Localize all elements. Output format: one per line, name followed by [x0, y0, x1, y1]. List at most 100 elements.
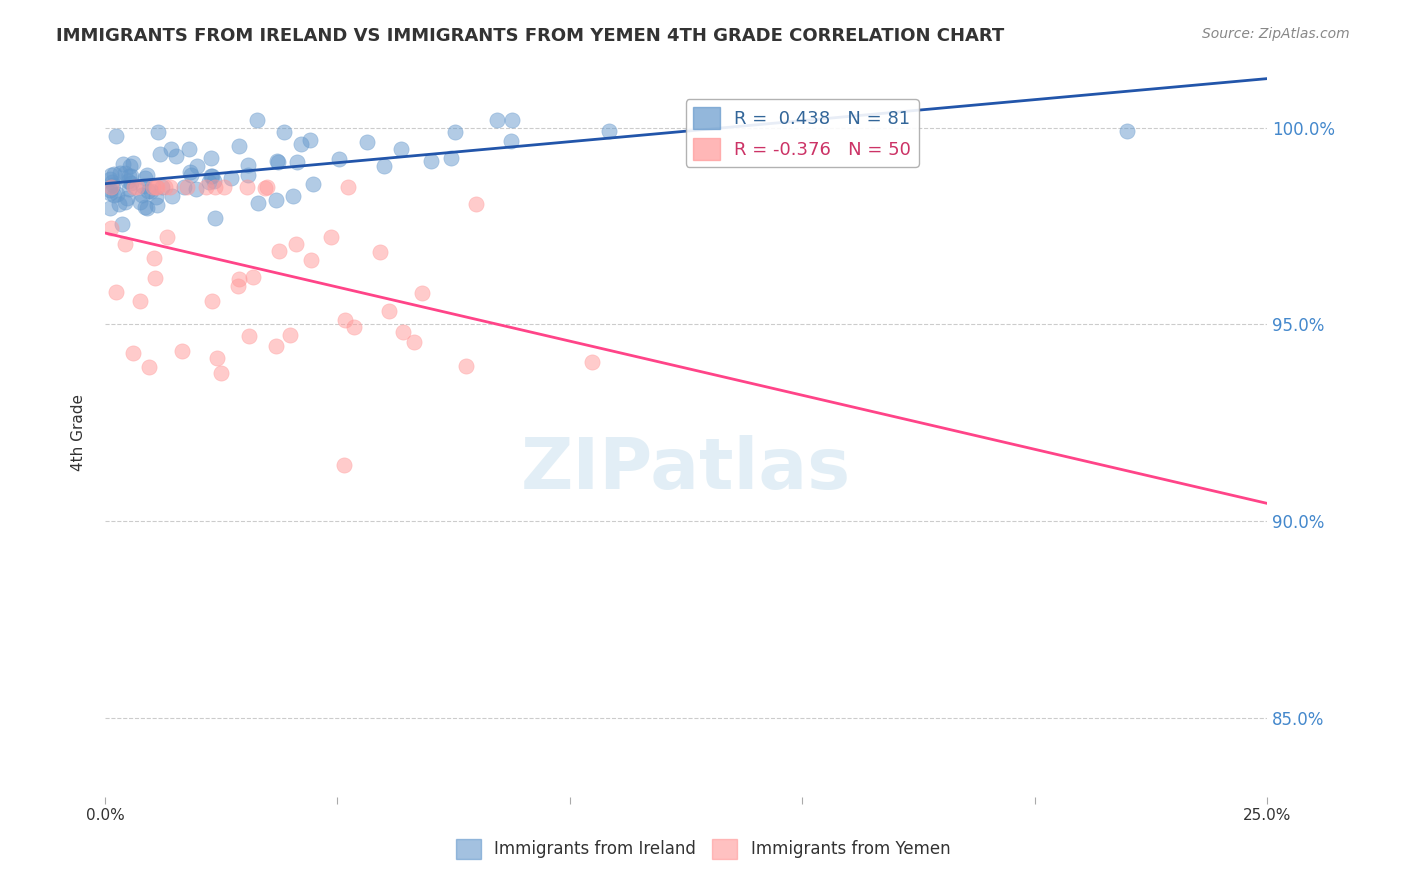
Point	[212, 179, 235, 194]
Point	[485, 112, 508, 127]
Point	[98, 171, 121, 186]
Point	[145, 197, 167, 211]
Point	[298, 133, 321, 147]
Point	[98, 201, 121, 215]
Point	[201, 293, 224, 308]
Legend: R =  0.438   N = 81, R = -0.376   N = 50: R = 0.438 N = 81, R = -0.376 N = 50	[686, 99, 918, 167]
Point	[136, 168, 159, 182]
Point	[101, 178, 124, 192]
Y-axis label: 4th Grade: 4th Grade	[72, 394, 86, 471]
Point	[100, 168, 122, 182]
Point	[120, 159, 142, 173]
Point	[134, 200, 156, 214]
Point	[200, 151, 222, 165]
Point	[98, 183, 121, 197]
Point	[378, 303, 401, 318]
Point	[419, 154, 441, 169]
Point	[228, 271, 250, 285]
Point	[145, 179, 167, 194]
Point	[100, 221, 122, 235]
Point	[111, 157, 134, 171]
Point	[194, 179, 217, 194]
Text: ZIPatlas: ZIPatlas	[520, 434, 851, 503]
Point	[125, 179, 148, 194]
Point	[301, 178, 323, 192]
Point	[98, 186, 121, 200]
Point	[333, 313, 356, 327]
Point	[402, 334, 425, 349]
Point	[228, 139, 250, 153]
Point	[120, 177, 142, 191]
Point	[114, 166, 136, 180]
Point	[219, 171, 242, 186]
Point	[598, 124, 620, 138]
Point	[101, 175, 124, 189]
Point	[159, 142, 181, 156]
Point	[146, 125, 169, 139]
Point	[114, 194, 136, 209]
Point	[173, 179, 195, 194]
Point	[204, 211, 226, 225]
Point	[202, 174, 225, 188]
Point	[129, 294, 152, 309]
Text: IMMIGRANTS FROM IRELAND VS IMMIGRANTS FROM YEMEN 4TH GRADE CORRELATION CHART: IMMIGRANTS FROM IRELAND VS IMMIGRANTS FR…	[56, 27, 1004, 45]
Point	[290, 137, 312, 152]
Point	[180, 169, 202, 183]
Point	[246, 112, 269, 127]
Point	[439, 151, 461, 165]
Point	[165, 149, 187, 163]
Point	[134, 171, 156, 186]
Point	[391, 325, 413, 339]
Point	[145, 190, 167, 204]
Point	[201, 169, 224, 183]
Point	[128, 194, 150, 209]
Point	[103, 167, 125, 181]
Point	[105, 187, 128, 202]
Legend: Immigrants from Ireland, Immigrants from Yemen: Immigrants from Ireland, Immigrants from…	[449, 832, 957, 866]
Point	[111, 217, 134, 231]
Point	[138, 360, 160, 375]
Point	[155, 179, 177, 194]
Point	[179, 165, 201, 179]
Point	[299, 253, 322, 268]
Point	[114, 236, 136, 251]
Point	[136, 201, 159, 215]
Point	[176, 179, 198, 194]
Point	[373, 159, 395, 173]
Point	[145, 179, 167, 194]
Point	[342, 320, 364, 334]
Point	[273, 125, 295, 139]
Point	[104, 129, 127, 144]
Point	[142, 251, 165, 265]
Point	[499, 134, 522, 148]
Point	[333, 458, 356, 473]
Point	[132, 178, 155, 193]
Point	[285, 154, 308, 169]
Point	[236, 169, 259, 183]
Point	[121, 156, 143, 170]
Point	[100, 179, 122, 194]
Point	[108, 166, 131, 180]
Point	[1116, 124, 1139, 138]
Point	[172, 344, 194, 359]
Point	[120, 169, 142, 183]
Point	[200, 169, 222, 183]
Point	[464, 197, 486, 211]
Point	[336, 179, 359, 194]
Point	[184, 182, 207, 196]
Point	[198, 175, 221, 189]
Point	[115, 191, 138, 205]
Point	[246, 196, 269, 211]
Point	[205, 351, 228, 365]
Point	[121, 346, 143, 360]
Point	[285, 237, 308, 252]
Point	[501, 112, 523, 127]
Point	[266, 154, 288, 169]
Point	[204, 179, 226, 194]
Point	[443, 125, 465, 139]
Point	[186, 159, 208, 173]
Point	[118, 182, 141, 196]
Point	[328, 152, 350, 166]
Point	[226, 278, 249, 293]
Point	[581, 355, 603, 369]
